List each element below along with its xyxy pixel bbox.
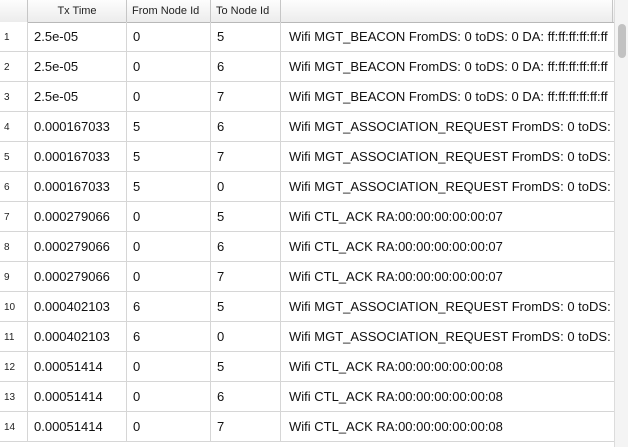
table-row[interactable]: 12 0.00051414 0 5 Wifi CTL_ACK RA:00:00:00:0…	[0, 352, 614, 382]
row-number-cell: 9	[0, 262, 28, 291]
from-node-id-cell: 0	[127, 52, 211, 81]
scrollbar-thumb[interactable]	[618, 24, 626, 58]
table-row[interactable]: 14 0.00051414 0 7 Wifi CTL_ACK RA:00:00:00:0…	[0, 412, 614, 442]
info-cell: Wifi MGT_BEACON FromDS: 0 toDS: 0 DA: ff…	[289, 59, 608, 74]
from-node-id-cell: 0	[127, 232, 211, 261]
table-row[interactable]: 2 2.5e-05 0 6 Wifi MGT_BEACON FromDS: 0 toDS…	[0, 52, 614, 82]
column-header-from-node-id[interactable]: From Node Id	[127, 0, 211, 22]
info-cell: Wifi CTL_ACK RA:00:00:00:00:00:08	[289, 389, 503, 404]
to-node-id-cell: 6	[211, 112, 281, 141]
tx-time-cell: 0.000167033	[28, 112, 127, 141]
to-node-id-cell: 0	[211, 172, 281, 201]
tx-time-cell: 0.000167033	[28, 172, 127, 201]
to-node-id-cell: 5	[211, 352, 281, 381]
table-row[interactable]: 3 2.5e-05 0 7 Wifi MGT_BEACON FromDS: 0 toDS…	[0, 82, 614, 112]
tx-time-cell: 0.000402103	[28, 292, 127, 321]
table-row[interactable]: 10 0.000402103 6 5 Wifi MGT_ASSOCIATION_REQU…	[0, 292, 614, 322]
row-number-cell: 4	[0, 112, 28, 141]
row-number-cell: 14	[0, 412, 28, 441]
to-node-id-cell: 5	[211, 292, 281, 321]
row-number-cell: 1	[0, 22, 28, 51]
to-node-id-cell: 6	[211, 232, 281, 261]
info-cell: Wifi MGT_ASSOCIATION_REQUEST FromDS: 0 t…	[289, 299, 613, 314]
info-cell: Wifi CTL_ACK RA:00:00:00:00:00:07	[289, 209, 503, 224]
from-node-id-cell: 0	[127, 352, 211, 381]
from-node-id-cell: 0	[127, 412, 211, 441]
to-node-id-cell: 0	[211, 322, 281, 351]
info-cell: Wifi MGT_ASSOCIATION_REQUEST FromDS: 0 t…	[289, 329, 613, 344]
tx-time-cell: 0.000279066	[28, 262, 127, 291]
table-row[interactable]: 13 0.00051414 0 6 Wifi CTL_ACK RA:00:00:00:0…	[0, 382, 614, 412]
row-number-cell: 7	[0, 202, 28, 231]
tx-time-cell: 2.5e-05	[28, 22, 127, 51]
tx-time-cell: 0.00051414	[28, 382, 127, 411]
row-number-cell: 5	[0, 142, 28, 171]
table-row[interactable]: 11 0.000402103 6 0 Wifi MGT_ASSOCIATION_REQU…	[0, 322, 614, 352]
info-cell: Wifi CTL_ACK RA:00:00:00:00:00:08	[289, 419, 503, 434]
table-header: Tx Time From Node Id To Node Id	[0, 0, 614, 23]
from-node-id-cell: 5	[127, 142, 211, 171]
row-number-cell: 12	[0, 352, 28, 381]
row-number-cell: 10	[0, 292, 28, 321]
column-header-row-number[interactable]	[0, 0, 28, 22]
info-cell: Wifi MGT_ASSOCIATION_REQUEST FromDS: 0 t…	[289, 119, 613, 134]
tx-time-cell: 0.00051414	[28, 352, 127, 381]
info-cell: Wifi CTL_ACK RA:00:00:00:00:00:07	[289, 239, 503, 254]
info-cell: Wifi MGT_ASSOCIATION_REQUEST FromDS: 0 t…	[289, 179, 613, 194]
from-node-id-cell: 5	[127, 172, 211, 201]
table-row[interactable]: 1 2.5e-05 0 5 Wifi MGT_BEACON FromDS: 0 toDS…	[0, 22, 614, 52]
row-number-cell: 6	[0, 172, 28, 201]
vertical-scrollbar[interactable]	[614, 0, 628, 447]
tx-time-cell: 2.5e-05	[28, 52, 127, 81]
table-row[interactable]: 9 0.000279066 0 7 Wifi CTL_ACK RA:00:00:00:0…	[0, 262, 614, 292]
info-cell: Wifi CTL_ACK RA:00:00:00:00:00:08	[289, 359, 503, 374]
row-number-cell: 3	[0, 82, 28, 111]
to-node-id-cell: 5	[211, 22, 281, 51]
info-cell: Wifi CTL_ACK RA:00:00:00:00:00:07	[289, 269, 503, 284]
info-cell: Wifi MGT_BEACON FromDS: 0 toDS: 0 DA: ff…	[289, 29, 608, 44]
table-row[interactable]: 8 0.000279066 0 6 Wifi CTL_ACK RA:00:00:00:0…	[0, 232, 614, 262]
to-node-id-cell: 7	[211, 262, 281, 291]
column-header-to-node-id[interactable]: To Node Id	[211, 0, 281, 22]
from-node-id-cell: 0	[127, 82, 211, 111]
to-node-id-cell: 7	[211, 142, 281, 171]
from-node-id-cell: 0	[127, 22, 211, 51]
from-node-id-cell: 0	[127, 202, 211, 231]
tx-time-cell: 0.000279066	[28, 232, 127, 261]
to-node-id-cell: 7	[211, 412, 281, 441]
tx-time-cell: 0.00051414	[28, 412, 127, 441]
tx-time-cell: 0.000402103	[28, 322, 127, 351]
from-node-id-cell: 6	[127, 292, 211, 321]
to-node-id-cell: 7	[211, 82, 281, 111]
to-node-id-cell: 6	[211, 52, 281, 81]
to-node-id-cell: 6	[211, 382, 281, 411]
row-number-cell: 8	[0, 232, 28, 261]
table-row[interactable]: 6 0.000167033 5 0 Wifi MGT_ASSOCIATION_REQUE…	[0, 172, 614, 202]
table-row[interactable]: 7 0.000279066 0 5 Wifi CTL_ACK RA:00:00:00:0…	[0, 202, 614, 232]
to-node-id-cell: 5	[211, 202, 281, 231]
from-node-id-cell: 0	[127, 382, 211, 411]
table-row[interactable]: 4 0.000167033 5 6 Wifi MGT_ASSOCIATION_REQUE…	[0, 112, 614, 142]
column-header-info[interactable]	[281, 0, 613, 22]
from-node-id-cell: 6	[127, 322, 211, 351]
column-header-tx-time[interactable]: Tx Time	[28, 0, 127, 22]
tx-time-cell: 2.5e-05	[28, 82, 127, 111]
row-number-cell: 13	[0, 382, 28, 411]
from-node-id-cell: 5	[127, 112, 211, 141]
from-node-id-cell: 0	[127, 262, 211, 291]
row-number-cell: 11	[0, 322, 28, 351]
row-number-cell: 2	[0, 52, 28, 81]
tx-time-cell: 0.000167033	[28, 142, 127, 171]
info-cell: Wifi MGT_ASSOCIATION_REQUEST FromDS: 0 t…	[289, 149, 613, 164]
info-cell: Wifi MGT_BEACON FromDS: 0 toDS: 0 DA: ff…	[289, 89, 608, 104]
tx-time-cell: 0.000279066	[28, 202, 127, 231]
table-row[interactable]: 5 0.000167033 5 7 Wifi MGT_ASSOCIATION_REQUE…	[0, 142, 614, 172]
